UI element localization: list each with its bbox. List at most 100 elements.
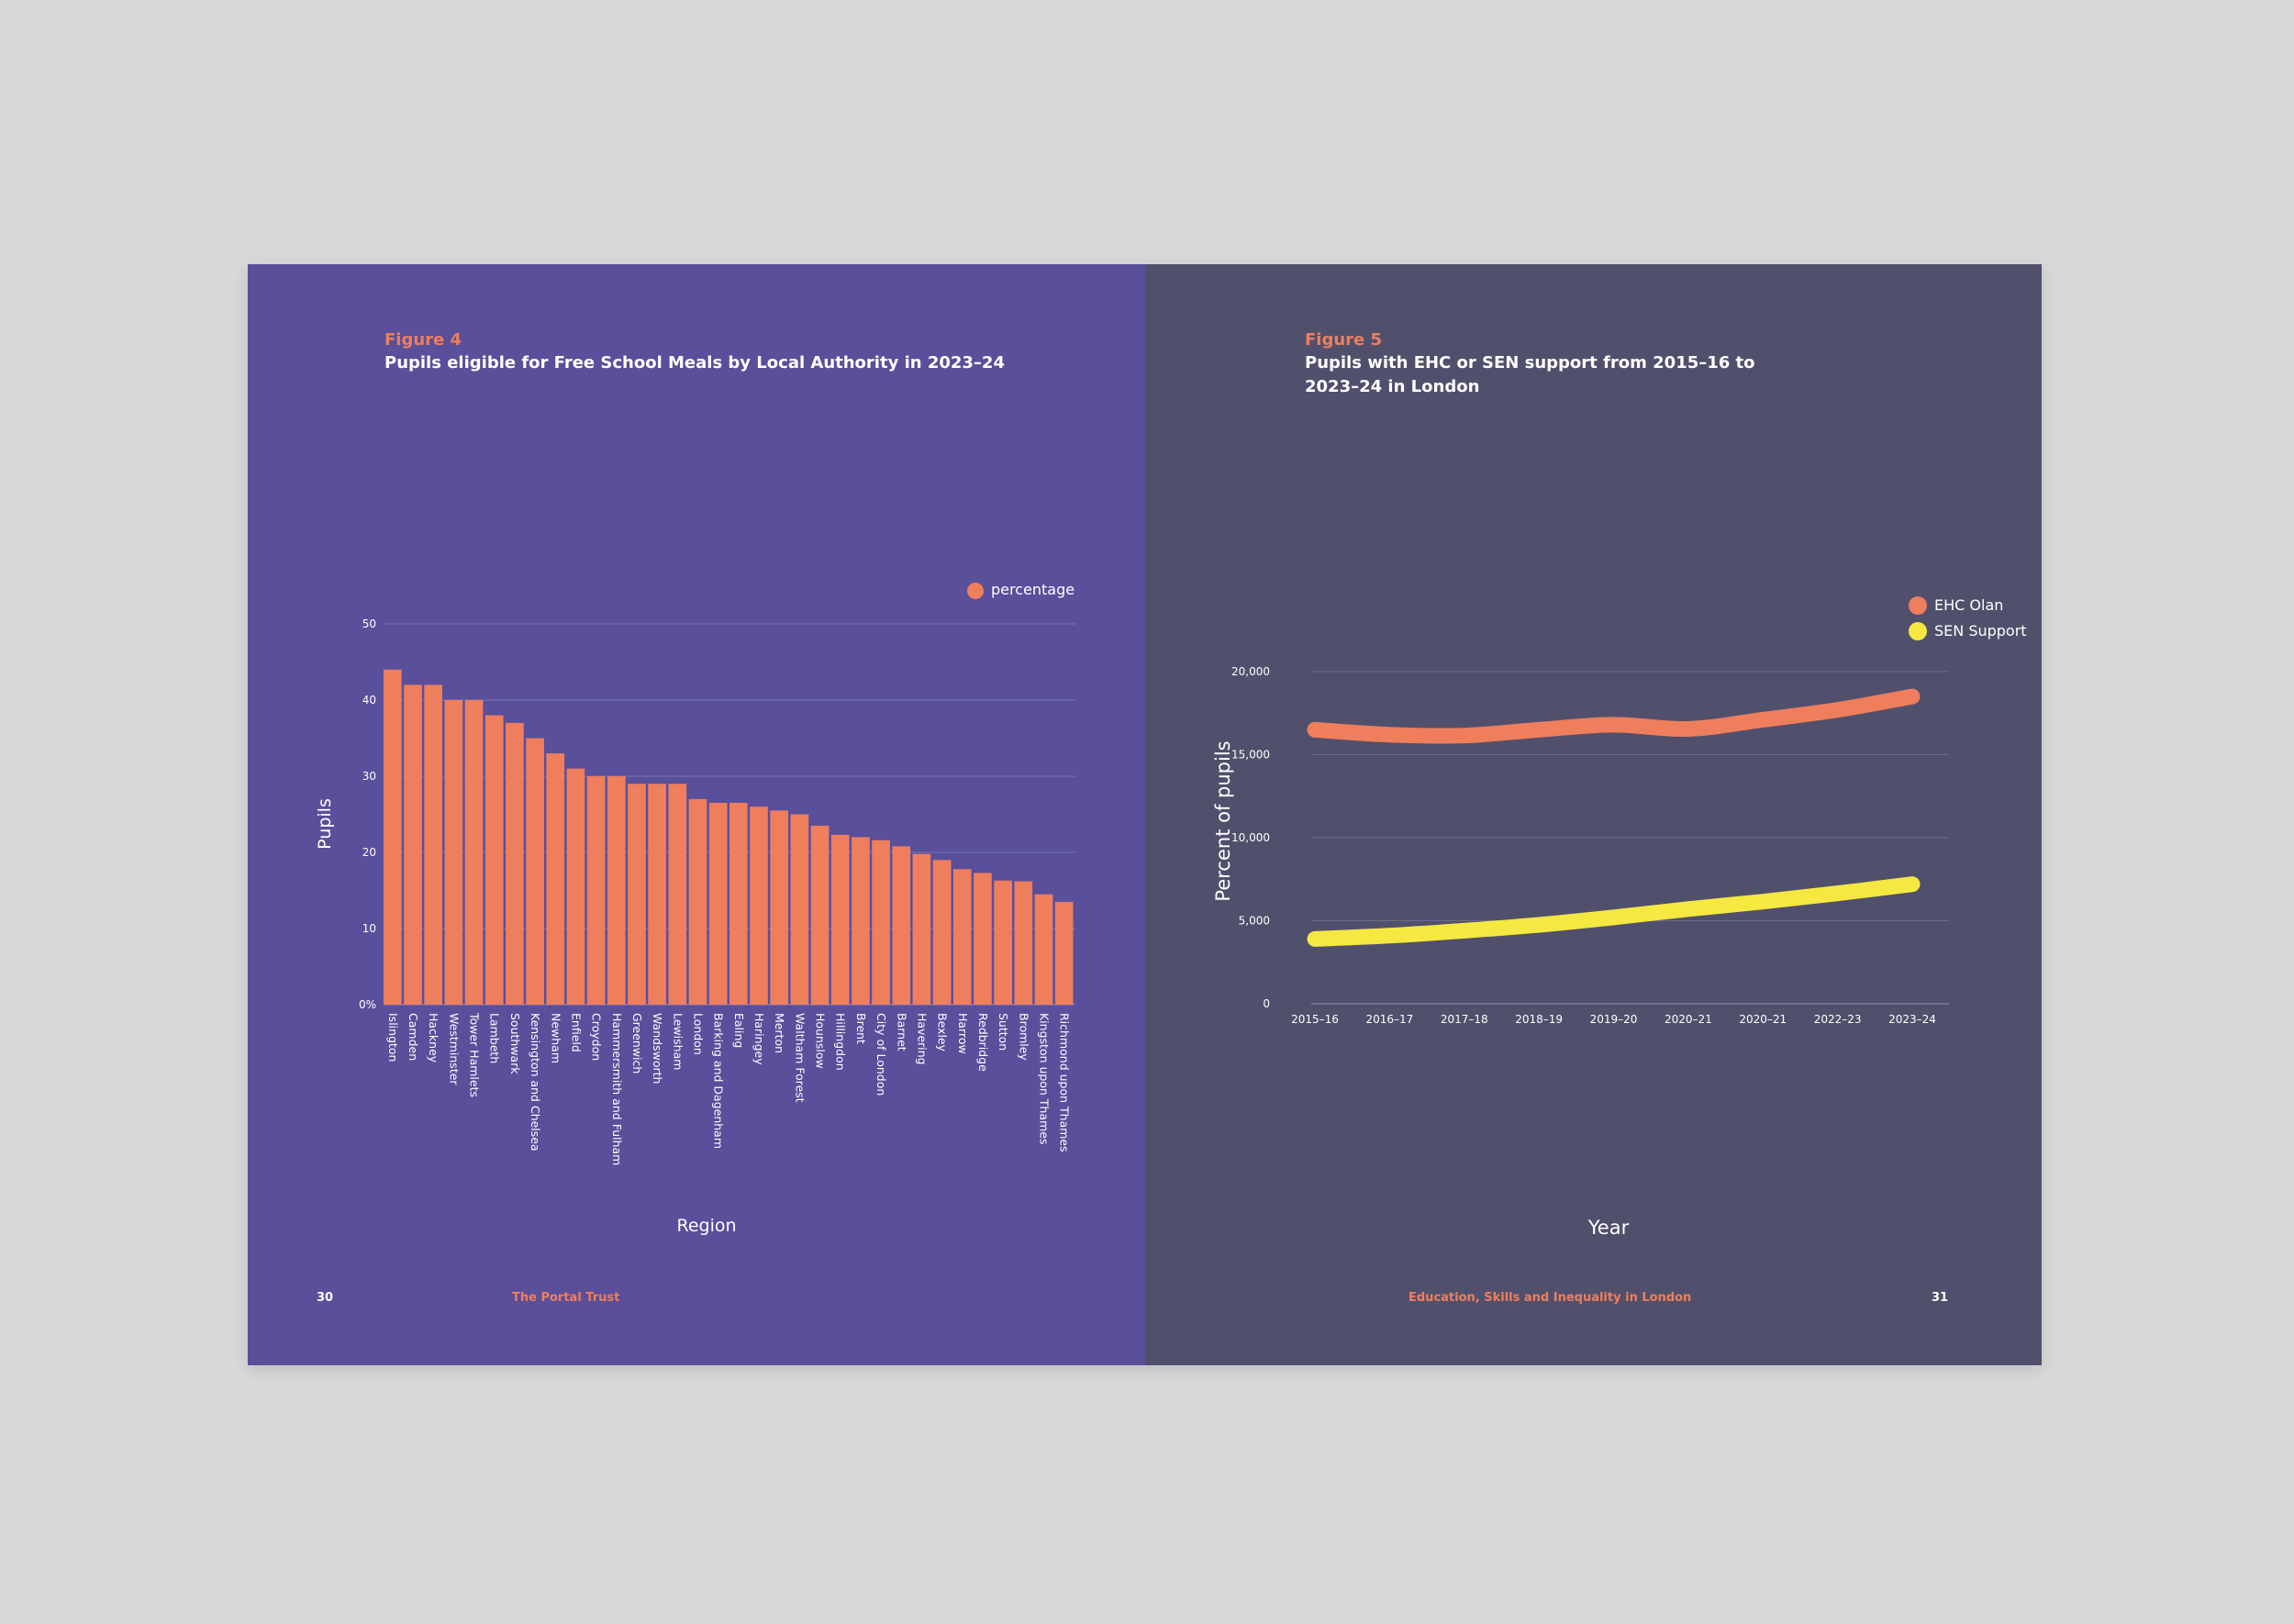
line-x-tick-label: 2022–23: [1814, 1013, 1862, 1026]
line-x-tick-label: 2018–19: [1515, 1013, 1563, 1026]
line-chart-series: [1307, 688, 1921, 947]
bar-y-tick-label: 10: [362, 922, 376, 935]
bar-chart: 0% 10 20 30 40 50 Islington Camden Hackney Westm…: [315, 581, 1075, 1236]
bar: [1054, 901, 1074, 1005]
bar-x-tick-label: Lambeth: [488, 1013, 502, 1063]
bar: [994, 880, 1012, 1005]
figure-5-label: Figure 5: [1305, 330, 1383, 350]
bar-x-tick-label: Brent: [854, 1013, 868, 1044]
legend-label: SEN Support: [1934, 622, 2027, 640]
bar: [484, 715, 504, 1005]
bar: [892, 846, 911, 1005]
bar-x-tick-label: Barking and Dagenham: [712, 1013, 726, 1149]
line-x-tick-label: 2015–16: [1291, 1013, 1339, 1026]
bar: [974, 873, 992, 1005]
bar: [912, 853, 931, 1005]
line-x-tick-label: 2019–20: [1590, 1013, 1638, 1026]
bar: [688, 798, 707, 1005]
bar-x-tick-label: Harrow: [956, 1013, 970, 1054]
left-footer-text: The Portal Trust: [512, 1291, 620, 1305]
bar-chart-legend: percentage: [967, 581, 1075, 599]
right-footer-text: Education, Skills and Inequality in Lond…: [1409, 1291, 1692, 1305]
bar-x-tick-label: Croydon: [590, 1013, 604, 1061]
bar-x-tick-label: Barnet: [895, 1013, 908, 1051]
bar-x-tick-label: Hounslow: [814, 1013, 828, 1069]
bar: [932, 860, 952, 1005]
bar-y-tick-label: 30: [362, 770, 376, 783]
right-page-background: [1145, 264, 2042, 1365]
bar-x-tick-label: Wandsworth: [651, 1013, 664, 1084]
left-page-number: 30: [317, 1291, 334, 1305]
bar-x-tick-label: Kensington and Chelsea: [529, 1013, 542, 1151]
bar-chart-x-ticks: Islington Camden Hackney Westminster Tower H…: [386, 1012, 1072, 1165]
bar-x-tick-label: Westminster: [447, 1013, 461, 1085]
bar-x-tick-label: Ealing: [732, 1013, 746, 1048]
legend-swatch: [1909, 622, 1927, 640]
line-y-tick-label: 0: [1263, 997, 1270, 1010]
bar: [770, 810, 789, 1005]
bar-chart-x-axis-label: Region: [676, 1216, 736, 1236]
right-page: Figure 5 Pupils with EHC or SEN support …: [1145, 264, 2042, 1365]
bar-x-tick-label: Merton: [773, 1013, 786, 1053]
line-chart-y-axis-label: Percent of pupils: [1212, 740, 1234, 901]
bar-x-tick-label: Kingston upon Thames: [1037, 1013, 1051, 1144]
bar: [750, 806, 768, 1005]
bar-x-tick-label: Islington: [386, 1013, 400, 1062]
bar-y-tick-label: 40: [362, 694, 376, 706]
figure-5-title-line-2: 2023–24 in London: [1305, 377, 1480, 396]
bar-chart-bars: [384, 669, 1074, 1005]
bar: [546, 753, 565, 1005]
bar: [790, 814, 809, 1005]
bar: [526, 738, 544, 1005]
bar-x-tick-label: Bexley: [936, 1013, 950, 1052]
bar: [464, 700, 484, 1005]
bar: [830, 834, 850, 1005]
bar-x-tick-label: Redbridge: [976, 1013, 990, 1072]
line-chart-x-axis-label: Year: [1587, 1217, 1630, 1239]
bar-x-tick-label: Sutton: [997, 1013, 1010, 1051]
bar: [872, 840, 890, 1005]
right-page-number: 31: [1932, 1291, 1949, 1305]
bar-x-tick-label: Richmond upon Thames: [1058, 1013, 1072, 1152]
bar: [384, 669, 402, 1005]
bar: [566, 768, 585, 1005]
line-chart-legend: EHC Olan SEN Support: [1909, 596, 2027, 640]
bar-x-tick-label: Waltham Forest: [793, 1013, 807, 1103]
line-y-tick-label: 15,000: [1231, 749, 1270, 762]
line-x-tick-label: 2020–21: [1739, 1013, 1787, 1026]
bar: [1034, 894, 1053, 1005]
figure-5-title-line-1: Pupils with EHC or SEN support from 2015…: [1305, 353, 1755, 373]
bar-x-tick-label: Southwark: [508, 1013, 522, 1074]
legend-label: EHC Olan: [1934, 596, 2003, 614]
bar-x-tick-label: Bromley: [1017, 1013, 1030, 1061]
bar: [648, 784, 666, 1005]
bar-x-tick-label: Hackney: [427, 1013, 440, 1063]
bar-y-tick-label: 50: [362, 617, 376, 630]
bar: [952, 869, 972, 1005]
bar: [668, 784, 687, 1005]
bar: [708, 803, 728, 1005]
bar-chart-y-axis-label: Pupils: [315, 798, 335, 850]
bar: [628, 784, 646, 1005]
line-x-tick-label: 2020–21: [1665, 1013, 1712, 1026]
bar-x-tick-label: Tower Hamlets: [468, 1012, 482, 1097]
bar: [607, 776, 626, 1005]
book-spread: Figure 4 Pupils eligible for Free School…: [248, 264, 2042, 1365]
left-page: Figure 4 Pupils eligible for Free School…: [248, 264, 1145, 1365]
line-y-tick-label: 20,000: [1231, 665, 1270, 678]
bar: [424, 684, 443, 1005]
bar-x-tick-label: Havering: [915, 1013, 929, 1065]
bar-y-tick-label: 0%: [359, 998, 376, 1011]
line-y-tick-label: 10,000: [1231, 831, 1270, 844]
line-chart-x-ticks: 2015–16 2016–17 2017–18 2018–19 2019–20 2020–…: [1291, 1013, 1936, 1026]
bar: [506, 722, 524, 1005]
bar: [444, 700, 463, 1005]
bar: [810, 825, 830, 1005]
line-chart-y-ticks: 0 5,000 10,000 15,000 20,000: [1231, 665, 1270, 1010]
legend-swatch-percentage: [967, 583, 984, 599]
line-x-tick-label: 2016–17: [1365, 1013, 1413, 1026]
line-y-tick-label: 5,000: [1239, 915, 1270, 928]
line-x-tick-label: 2017–18: [1441, 1013, 1488, 1026]
bar-x-tick-label: Hillingdon: [834, 1013, 848, 1071]
